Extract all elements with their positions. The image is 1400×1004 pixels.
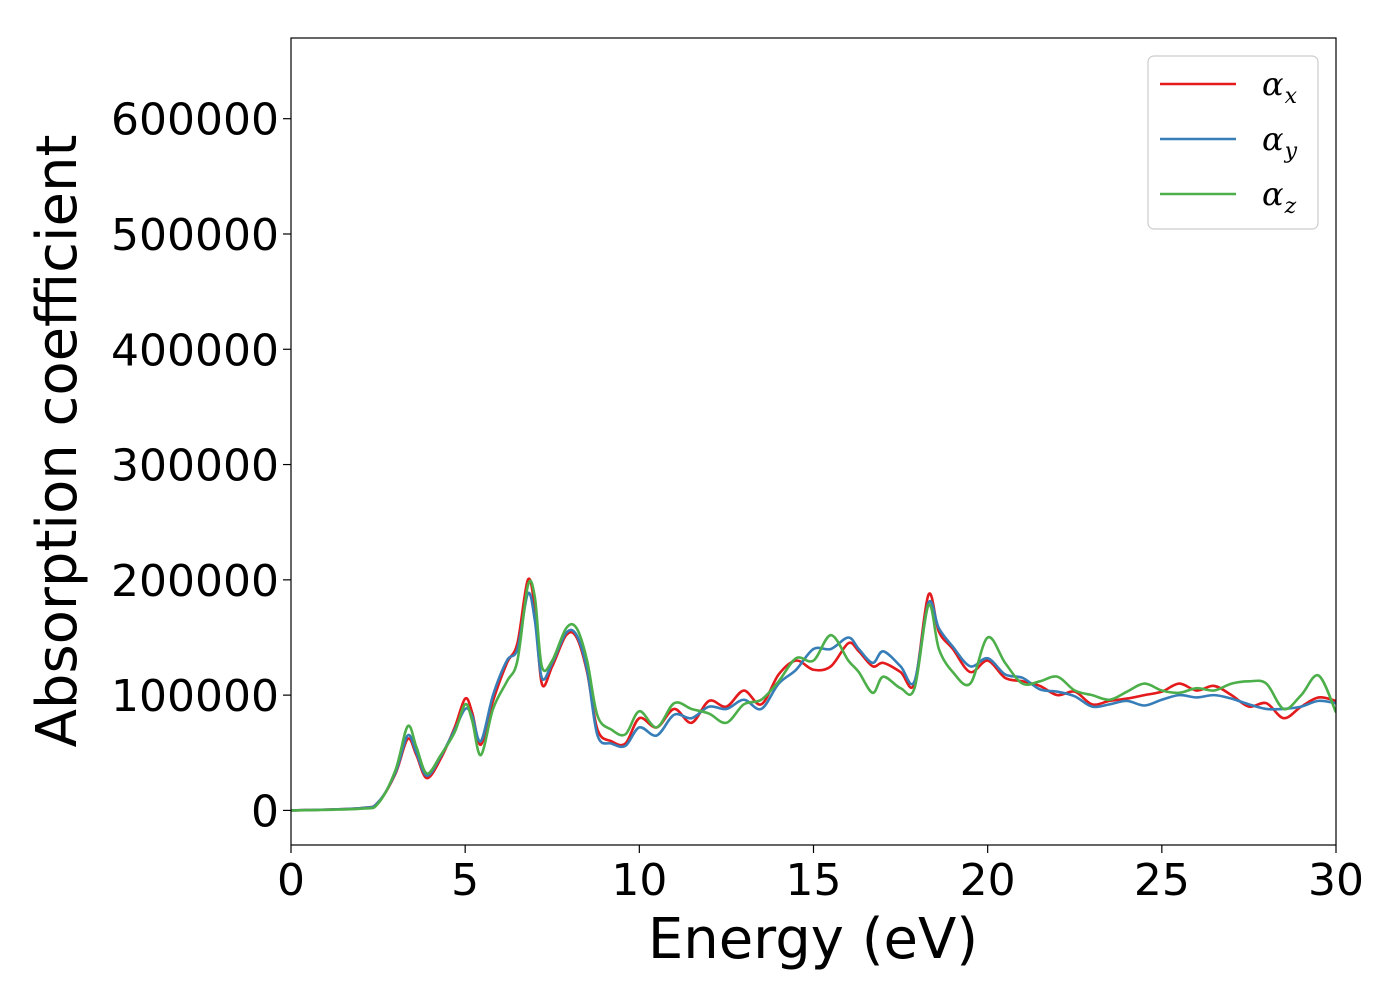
y-tick-label: 400000: [111, 325, 279, 376]
x-tick-label: 25: [1134, 855, 1190, 906]
series-line-x: [291, 577, 1336, 812]
series-line-y: [291, 591, 1336, 812]
x-tick-label: 20: [960, 855, 1016, 906]
x-axis-ticks: 0 5 10 15 20 25 30: [277, 845, 1364, 906]
y-axis-label: Absorption coefficient: [25, 135, 90, 748]
x-axis-label: Energy (eV): [648, 907, 978, 972]
x-tick-label: 15: [786, 855, 842, 906]
x-tick-label: 30: [1308, 855, 1364, 906]
series-layer: [291, 577, 1336, 812]
y-tick-label: 0: [251, 786, 279, 837]
y-tick-label: 300000: [111, 441, 279, 492]
y-axis-ticks: 0 100000 200000 300000 400000 500000 600000: [111, 95, 291, 837]
y-tick-label: 100000: [111, 671, 279, 722]
x-tick-label: 0: [277, 855, 305, 906]
y-tick-label: 500000: [111, 210, 279, 261]
y-tick-label: 200000: [111, 556, 279, 607]
x-tick-label: 10: [611, 855, 667, 906]
legend-box: [1147, 55, 1319, 230]
y-tick-label: 600000: [111, 95, 279, 146]
series-line-z: [291, 579, 1336, 812]
x-tick-label: 5: [451, 855, 479, 906]
